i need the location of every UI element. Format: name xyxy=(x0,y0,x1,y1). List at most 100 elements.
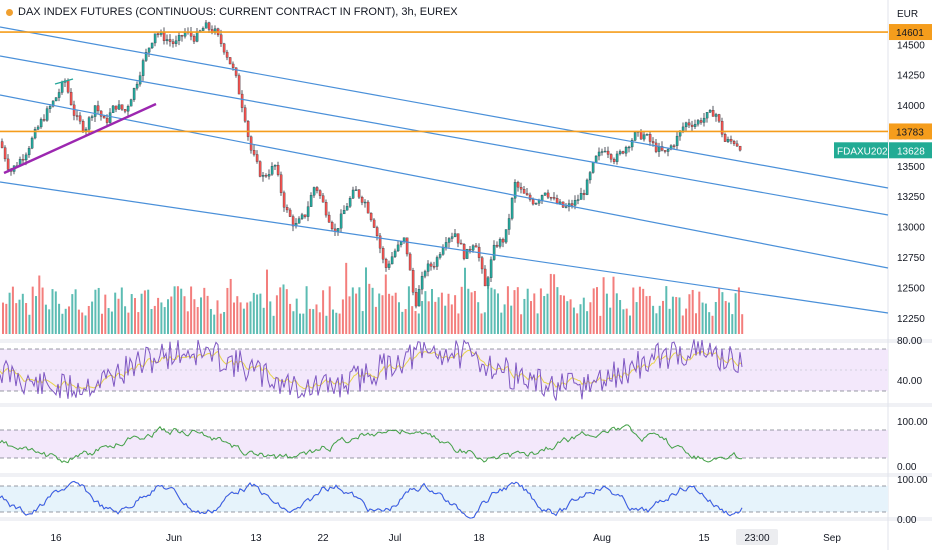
volume-bar xyxy=(137,312,140,334)
volume-bar xyxy=(658,305,661,334)
volume-bar xyxy=(549,273,552,334)
candle-body xyxy=(120,104,124,110)
crosshair-time-box xyxy=(736,529,778,545)
candle-body xyxy=(42,119,46,121)
price-axis-tick: 13500 xyxy=(897,162,925,173)
candle-body xyxy=(429,263,433,267)
candle-body xyxy=(516,182,520,188)
volume-bar xyxy=(487,286,490,334)
volume-bar xyxy=(553,274,556,334)
price-axis-tick: 12750 xyxy=(897,253,925,264)
candle-body xyxy=(633,132,637,141)
candle-body xyxy=(27,148,31,156)
volume-bar xyxy=(662,300,664,334)
candle-body xyxy=(378,235,382,249)
volume-bar xyxy=(71,294,74,334)
volume-bar xyxy=(648,295,651,334)
candle-body xyxy=(276,164,280,175)
candle-body xyxy=(261,175,265,177)
candle-body xyxy=(417,289,421,307)
candle-body xyxy=(504,229,508,243)
candle-body xyxy=(282,192,286,208)
rsi-axis-tick: 40.00 xyxy=(897,376,922,387)
rsi-axis-tick: 80.00 xyxy=(897,336,922,347)
volume-bar xyxy=(493,289,496,334)
volume-bar xyxy=(645,296,648,334)
candle-body xyxy=(564,206,568,208)
volume-bar xyxy=(688,294,691,334)
volume-bar xyxy=(150,309,153,334)
volume-bar xyxy=(345,262,348,334)
volume-bar xyxy=(143,290,146,334)
candle-body xyxy=(474,245,478,248)
candles-group xyxy=(0,19,742,309)
volume-bar xyxy=(569,299,572,334)
candle-body xyxy=(309,195,313,207)
candle-body xyxy=(363,201,367,204)
volume-bar xyxy=(523,298,526,334)
volume-bar xyxy=(539,288,542,334)
volume-bar xyxy=(698,291,701,334)
candle-body xyxy=(168,39,172,42)
volume-bar xyxy=(460,286,463,334)
candle-body xyxy=(114,105,118,110)
candle-body xyxy=(450,236,454,239)
volume-bar xyxy=(170,296,173,334)
volume-bar xyxy=(599,315,602,334)
candle-body xyxy=(603,150,607,153)
volume-bar xyxy=(724,301,727,334)
candle-body xyxy=(132,88,136,100)
candle-body xyxy=(507,218,511,230)
volume-bar xyxy=(104,294,107,334)
volume-bar xyxy=(721,292,724,334)
volume-bar xyxy=(398,302,400,334)
candle-body xyxy=(369,212,373,221)
volume-bar xyxy=(734,293,737,334)
candle-body xyxy=(447,238,451,243)
volume-bar xyxy=(28,314,31,334)
candle-body xyxy=(495,244,499,247)
candle-body xyxy=(267,174,271,177)
candle-body xyxy=(612,158,616,162)
candle-body xyxy=(303,214,307,217)
candle-body xyxy=(255,154,259,162)
momentum-axis-tick: 0.00 xyxy=(897,462,917,473)
volume-bar xyxy=(167,299,169,334)
candle-body xyxy=(336,228,340,232)
time-axis-tick: 13 xyxy=(250,533,262,544)
crosshair-time-label: 23:00 xyxy=(744,533,769,544)
candle-body xyxy=(252,150,256,155)
volume-bar xyxy=(728,302,730,334)
candle-body xyxy=(708,110,712,113)
volume-bar xyxy=(368,283,371,334)
volume-bar xyxy=(216,300,219,334)
candle-body xyxy=(699,120,703,123)
symbol-badge-text: FDAXU2022 xyxy=(837,146,894,157)
candle-body xyxy=(615,153,619,162)
candle-body xyxy=(72,104,76,116)
candle-body xyxy=(219,34,223,44)
rsi-signal-line xyxy=(0,349,743,390)
volume-bar xyxy=(249,301,252,334)
volume-bar xyxy=(275,295,278,334)
candle-body xyxy=(558,201,562,204)
volume-bar xyxy=(470,292,473,334)
candle-body xyxy=(99,110,103,117)
candle-body xyxy=(123,109,127,112)
candle-body xyxy=(597,151,601,157)
candle-body xyxy=(39,119,43,128)
volume-bar xyxy=(259,293,262,334)
candle-body xyxy=(339,213,343,229)
volume-bar xyxy=(236,296,239,334)
candle-body xyxy=(111,105,115,113)
volume-bar xyxy=(348,296,351,334)
volume-bar xyxy=(632,287,635,334)
volume-bar xyxy=(454,295,457,334)
volume-bar xyxy=(61,313,64,334)
candle-body xyxy=(30,137,34,149)
volume-bar xyxy=(325,315,328,334)
volume-bar xyxy=(622,309,625,334)
candle-body xyxy=(87,117,91,130)
candle-body xyxy=(729,139,733,142)
